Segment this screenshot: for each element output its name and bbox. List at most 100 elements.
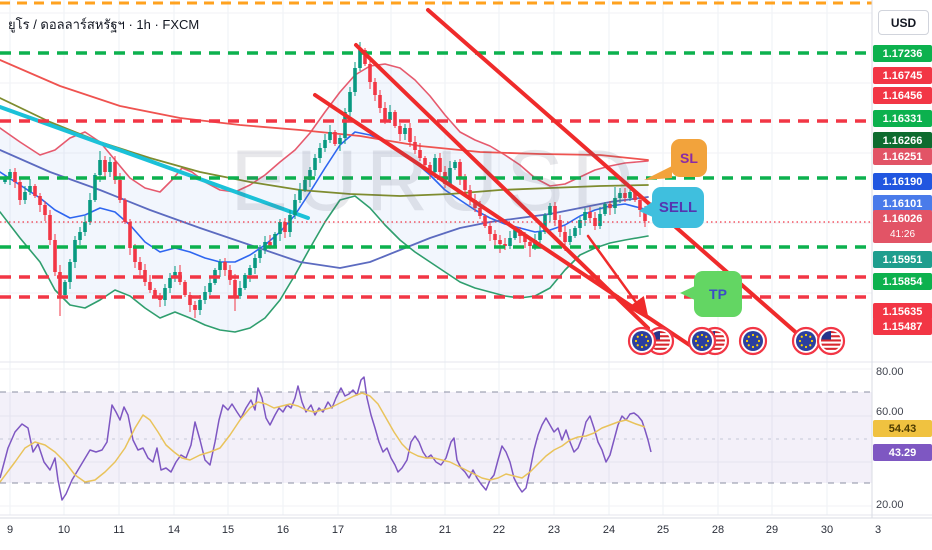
time-axis-label[interactable]: 21 xyxy=(438,524,452,536)
candle-body xyxy=(633,192,637,200)
candle-body xyxy=(223,262,227,270)
candle-body xyxy=(513,230,517,238)
time-axis-label[interactable]: 18 xyxy=(384,524,398,536)
time-axis-label[interactable]: 11 xyxy=(113,524,125,536)
candle-body xyxy=(43,205,47,215)
candle-body xyxy=(28,186,32,192)
time-axis-label[interactable]: 30 xyxy=(820,524,834,536)
eu-flag-icon[interactable] xyxy=(791,326,821,356)
candle-body xyxy=(543,215,547,232)
eu-flag-icon[interactable] xyxy=(687,326,717,356)
price-axis-label: 1.16251 xyxy=(873,148,932,165)
candle-body xyxy=(358,50,362,68)
time-axis-label[interactable]: 29 xyxy=(765,524,779,536)
price-axis-label: 1.16026 41:26 xyxy=(873,210,932,243)
candle-body xyxy=(123,200,127,222)
candle-body xyxy=(288,215,292,232)
candle-body xyxy=(88,200,92,222)
candle-body xyxy=(548,206,552,215)
candle-body xyxy=(508,238,512,246)
price-axis-label: 1.17236 xyxy=(873,45,932,62)
candle-body xyxy=(553,206,557,220)
candle-body xyxy=(248,268,252,275)
time-axis-label[interactable]: 22 xyxy=(492,524,506,536)
candle-body xyxy=(228,270,232,280)
candle-body xyxy=(573,228,577,236)
rsi-axis-value: 60.00 xyxy=(876,406,904,418)
candle-body xyxy=(188,295,192,305)
bollinger-fill xyxy=(0,64,648,332)
candle-body xyxy=(373,82,377,95)
candle-body xyxy=(3,178,7,182)
time-axis-label[interactable]: 17 xyxy=(331,524,345,536)
candle-body xyxy=(18,182,22,200)
time-axis-label[interactable]: 23 xyxy=(547,524,561,536)
candle-body xyxy=(298,190,302,200)
currency-toggle-button[interactable]: USD xyxy=(878,10,929,35)
candle-body xyxy=(378,95,382,108)
candle-body xyxy=(8,172,12,178)
time-axis-label[interactable]: 10 xyxy=(57,524,71,536)
candle-body xyxy=(48,215,52,240)
eu-flag-icon[interactable] xyxy=(738,326,768,356)
trend-arrow[interactable] xyxy=(586,234,649,321)
candle-body xyxy=(193,305,197,310)
candle-body xyxy=(93,175,97,200)
candle-body xyxy=(313,158,317,170)
time-axis-label[interactable]: 25 xyxy=(656,524,670,536)
candle-body xyxy=(393,112,397,126)
time-axis-label[interactable]: 24 xyxy=(602,524,616,536)
eu-flag-icon[interactable] xyxy=(627,326,657,356)
candle-body xyxy=(343,112,347,138)
candle-body xyxy=(243,275,247,288)
candle-body xyxy=(458,162,462,178)
stop-loss-label-bubble[interactable]: SL xyxy=(671,139,707,177)
candle-body xyxy=(198,300,202,310)
descending-trendline[interactable] xyxy=(354,43,650,330)
rsi-axis-value: 20.00 xyxy=(876,499,904,511)
candle-body xyxy=(83,222,87,232)
candle-body xyxy=(78,232,82,240)
time-axis-label[interactable]: 15 xyxy=(221,524,235,536)
candle-body xyxy=(598,214,602,226)
candle-body xyxy=(528,242,532,246)
time-axis-label[interactable]: 28 xyxy=(711,524,725,536)
take-profit-label-bubble[interactable]: TP xyxy=(694,271,742,317)
rsi-value-label: 43.29 xyxy=(873,444,932,461)
bollinger-middle-line xyxy=(0,131,649,263)
candle-body xyxy=(263,242,267,250)
candle-body xyxy=(418,150,422,158)
sell-label-bubble[interactable]: SELL xyxy=(652,187,704,228)
us-flag-icon[interactable] xyxy=(816,326,846,356)
candle-body xyxy=(578,220,582,228)
time-axis-label[interactable]: 3 xyxy=(874,524,882,536)
time-axis-label[interactable]: 16 xyxy=(276,524,290,536)
time-axis-label[interactable]: 9 xyxy=(6,524,14,536)
candle-body xyxy=(58,272,62,295)
candle-body xyxy=(183,282,187,295)
cyan-trendline[interactable] xyxy=(0,105,310,220)
candle-body xyxy=(568,236,572,242)
stop-loss-bubble-tail xyxy=(644,166,672,180)
symbol-title: ยูโร / ดอลลาร์สหรัฐฯ · 1h · FXCM xyxy=(8,17,200,32)
candle-body xyxy=(388,112,392,120)
candle-body xyxy=(63,282,67,295)
candle-body xyxy=(233,280,237,296)
bar-countdown: 41:26 xyxy=(889,228,916,240)
bollinger-upper-line xyxy=(0,63,649,193)
time-axis-label[interactable]: 14 xyxy=(167,524,181,536)
candle-body xyxy=(453,162,457,168)
candle-body xyxy=(398,126,402,134)
candle-body xyxy=(168,278,172,288)
candle-body xyxy=(538,232,542,240)
candle-body xyxy=(33,186,37,196)
candle-body xyxy=(563,232,567,242)
candle-body xyxy=(303,180,307,190)
candle-body xyxy=(238,288,242,296)
candle-body xyxy=(503,244,507,246)
candle-body xyxy=(308,170,312,180)
price-axis-label: 1.16101 xyxy=(873,195,932,212)
candle-body xyxy=(623,193,627,198)
rsi-ma-line xyxy=(0,392,646,483)
